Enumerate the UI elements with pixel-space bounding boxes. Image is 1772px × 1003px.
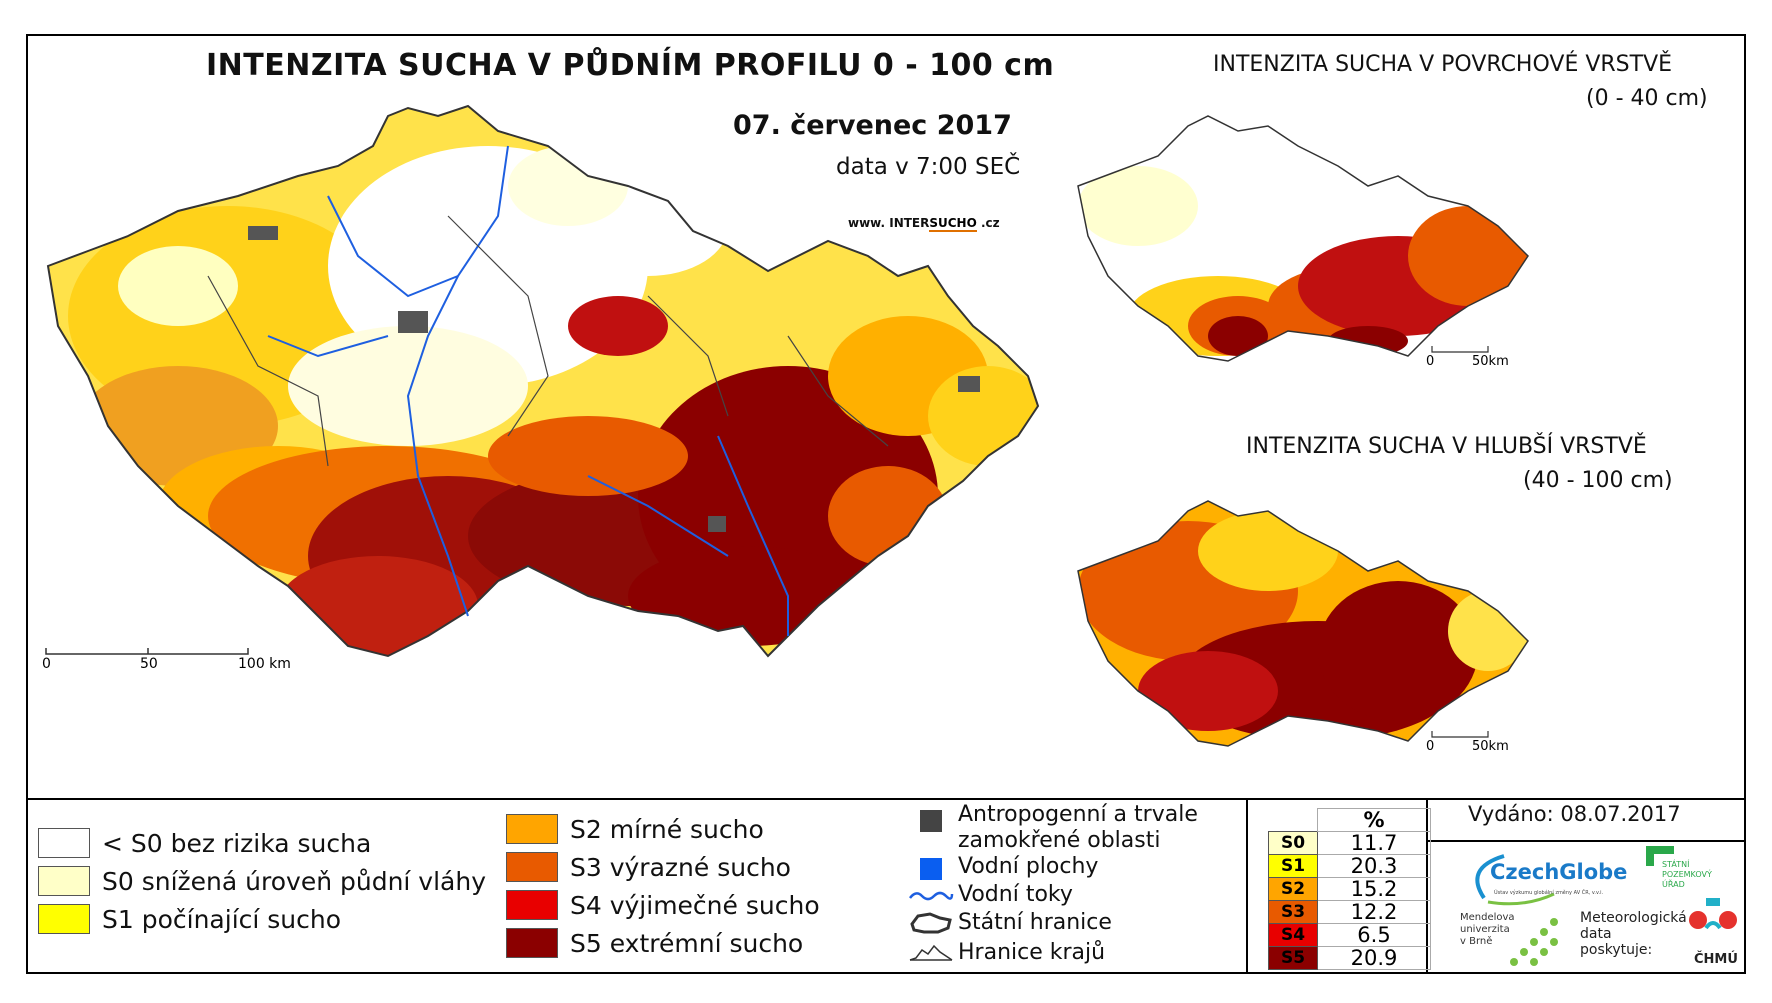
- state-border-icon: [910, 912, 952, 934]
- anthropogenic-swatch: [920, 810, 942, 832]
- table-row: S4 6.5: [1268, 923, 1431, 947]
- legend-class-s1: S1 počínající sucho: [38, 904, 341, 934]
- divider-stats: [1246, 800, 1248, 974]
- inset-top-range: (0 - 40 cm): [1586, 86, 1708, 111]
- meteo-line3: poskytuje:: [1580, 942, 1653, 958]
- inset-top-scale-0: 0: [1426, 354, 1435, 369]
- legend-anthropogenic: Antropogenní a trvale: [958, 802, 1198, 827]
- meteo-line1: Meteorologická: [1580, 910, 1687, 926]
- main-title: INTENZITA SUCHA V PŮDNÍM PROFILU 0 - 100…: [206, 48, 1055, 83]
- czechglobe-logo: CzechGlobe Ústav výzkumu globální změny …: [1464, 848, 1628, 908]
- chmu-name: ČHMÚ: [1694, 952, 1738, 967]
- stats-val: 11.7: [1317, 831, 1431, 855]
- mendel-line2: univerzita: [1460, 924, 1510, 935]
- legend-region-border: Hranice krajů: [958, 940, 1106, 965]
- inset-bottom-scale-0: 0: [1426, 739, 1435, 754]
- czechglobe-swoosh-icon: [1475, 854, 1555, 906]
- inset-bottom-range: (40 - 100 cm): [1523, 468, 1673, 493]
- legend-class-s5: S5 extrémní sucho: [506, 928, 803, 958]
- main-time: data v 7:00 SEČ: [836, 154, 1021, 180]
- legend-class-s2: S2 mírné sucho: [506, 814, 764, 844]
- stats-cls: S4: [1268, 923, 1318, 947]
- mendel-dots-icon: [1510, 918, 1558, 966]
- issued-date: Vydáno: 08.07.2017: [1468, 802, 1681, 826]
- meteo-line2: data: [1580, 926, 1612, 942]
- swatch-lt-s0: [38, 828, 90, 858]
- main-drought-map: [45, 104, 1040, 658]
- stats-val: 6.5: [1317, 923, 1431, 947]
- spu-line3: ÚŘAD: [1662, 880, 1685, 889]
- inset-deep-map: [1077, 500, 1529, 747]
- stats-cls: S3: [1268, 900, 1318, 924]
- chmu-logo: Meteorologická data poskytuje: ČHMÚ: [1580, 898, 1744, 974]
- inset-top-scale-50: 50km: [1472, 354, 1509, 369]
- legend-water-bodies: Vodní plochy: [958, 854, 1099, 879]
- stats-cls: S1: [1268, 854, 1318, 878]
- map-frame: INTENZITA SUCHA V PŮDNÍM PROFILU 0 - 100…: [26, 34, 1746, 974]
- stats-table: % S0 11.7 S1 20.3 S2 15.2 S3 12.2 S4 6.5 S5 20…: [1268, 808, 1431, 970]
- legend-divider: [28, 798, 1744, 800]
- water-bodies-swatch: [920, 858, 942, 880]
- legend-class-s3: S3 výrazné sucho: [506, 852, 791, 882]
- main-scale-0: 0: [42, 656, 51, 672]
- map-area: INTENZITA SUCHA V PŮDNÍM PROFILU 0 - 100…: [28, 36, 1744, 796]
- main-scale-50: 50: [140, 656, 158, 672]
- divider-issued: [1428, 840, 1744, 842]
- legend-anthropogenic-2: zamokřené oblasti: [958, 828, 1161, 853]
- legend-state-border: Státní hranice: [958, 910, 1112, 935]
- czechglobe-name: CzechGlobe: [1490, 860, 1628, 884]
- stats-val: 20.9: [1317, 946, 1431, 970]
- spu-line2: POZEMKOVÝ: [1662, 870, 1712, 879]
- czechglobe-sub: Ústav výzkumu globální změny AV ČR, v.v.…: [1494, 890, 1604, 896]
- inset-top-title: INTENZITA SUCHA V POVRCHOVÉ VRSTVĚ: [1213, 52, 1673, 77]
- table-row: S5 20.9: [1268, 946, 1431, 970]
- spu-logo: STÁTNÍ POZEMKOVÝ ÚŘAD: [1646, 844, 1736, 904]
- stats-cls: S2: [1268, 877, 1318, 901]
- spu-icon: [1646, 846, 1674, 866]
- legend-rivers: Vodní toky: [958, 882, 1073, 907]
- legend-class-s4: S4 výjimečné sucho: [506, 890, 820, 920]
- swatch-s2: [506, 814, 558, 844]
- table-row: S3 12.2: [1268, 900, 1431, 924]
- legend-class-s0: S0 snížená úroveň půdní vláhy: [38, 866, 486, 896]
- stats-val: 15.2: [1317, 877, 1431, 901]
- swatch-s5: [506, 928, 558, 958]
- stats-val: 20.3: [1317, 854, 1431, 878]
- region-border-icon: [909, 944, 953, 961]
- inset-bottom-title: INTENZITA SUCHA V HLUBŠÍ VRSTVĚ: [1246, 434, 1647, 459]
- stats-cls: S5: [1268, 946, 1318, 970]
- web-link[interactable]: www. INTERSUCHO .cz: [848, 216, 1000, 232]
- rivers-icon: [909, 891, 954, 901]
- stats-header-row: %: [1269, 808, 1431, 832]
- spu-line1: STÁTNÍ: [1662, 860, 1690, 869]
- swatch-s4: [506, 890, 558, 920]
- mendel-logo: Mendelova univerzita v Brně: [1460, 912, 1570, 974]
- mendel-line3: v Brně: [1460, 936, 1493, 947]
- table-row: S1 20.3: [1268, 854, 1431, 878]
- table-row: S0 11.7: [1268, 831, 1431, 855]
- stats-cls: S0: [1268, 831, 1318, 855]
- mendel-line1: Mendelova: [1460, 912, 1515, 923]
- inset-bottom-scale-50: 50km: [1472, 739, 1509, 754]
- chmu-icon: [1689, 898, 1737, 930]
- main-date: 07. červenec 2017: [733, 110, 1012, 141]
- swatch-s1: [38, 904, 90, 934]
- swatch-s3: [506, 852, 558, 882]
- stats-val: 12.2: [1317, 900, 1431, 924]
- main-scale-100: 100 km: [238, 656, 291, 672]
- stats-header: %: [1317, 808, 1431, 832]
- swatch-s0: [38, 866, 90, 896]
- legend-class-lt-s0: < S0 bez rizika sucha: [38, 828, 371, 858]
- inset-surface-map: [1077, 115, 1529, 362]
- table-row: S2 15.2: [1268, 877, 1431, 901]
